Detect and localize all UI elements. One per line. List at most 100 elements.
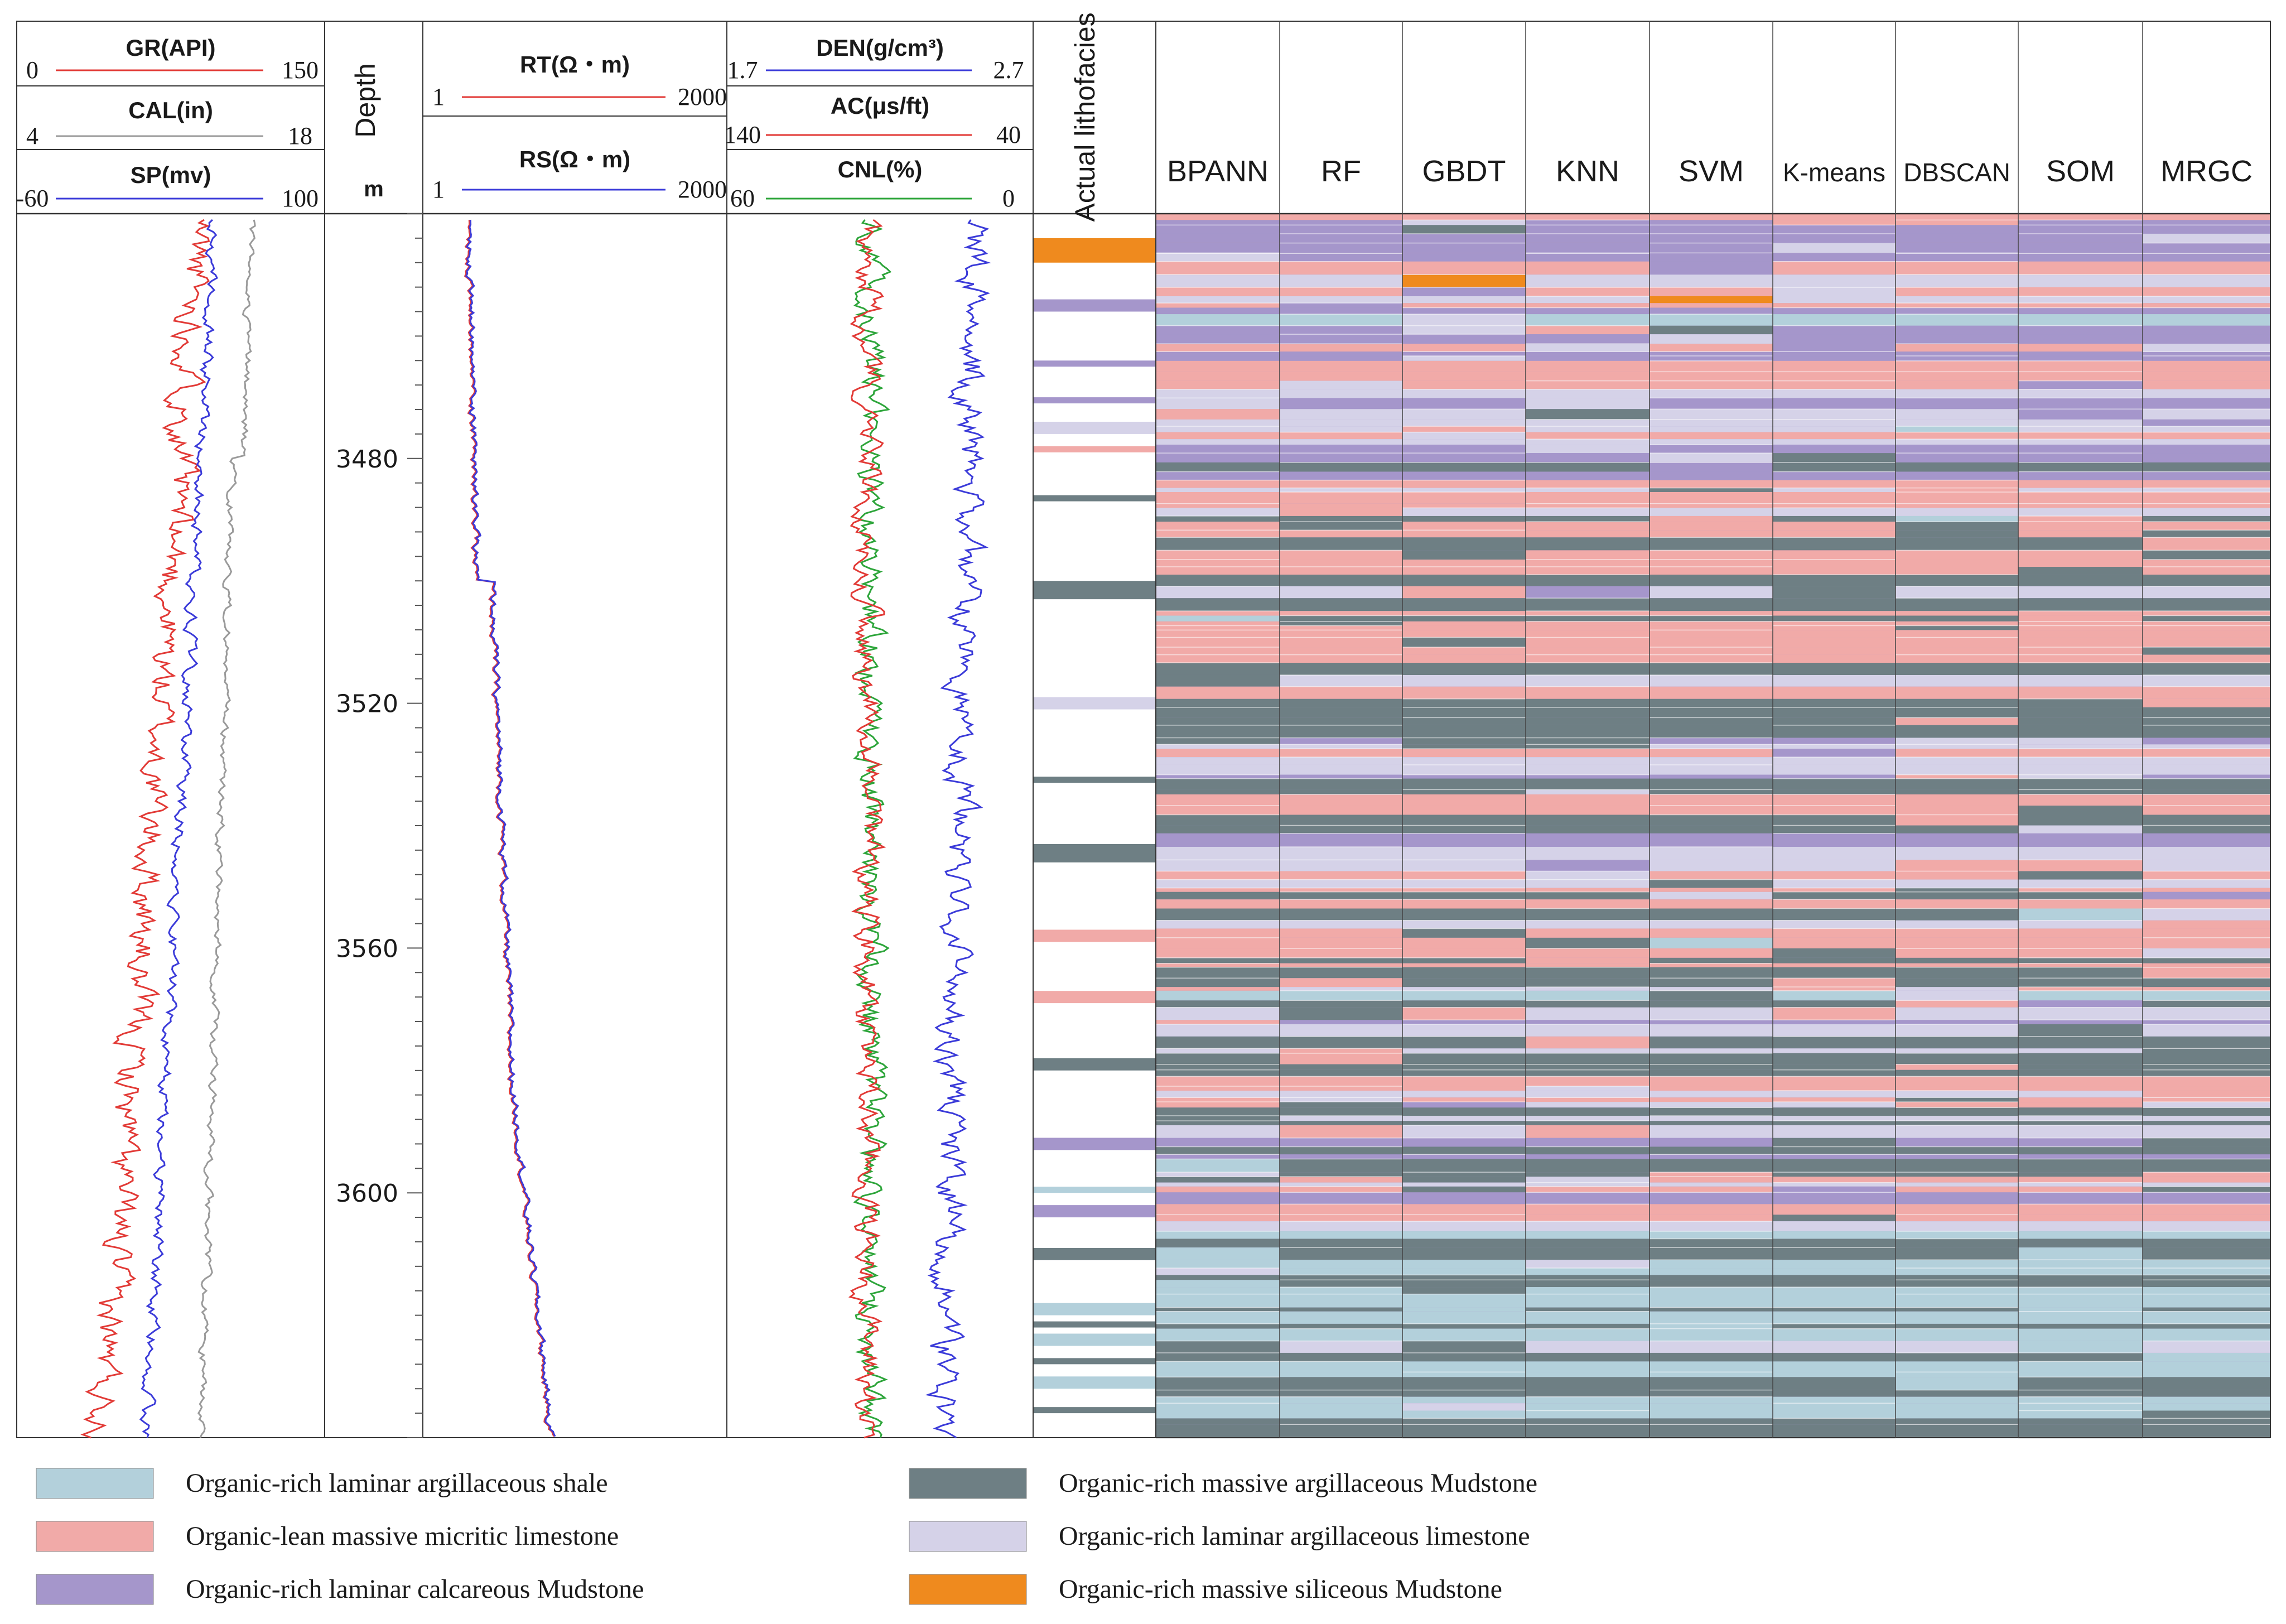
facies-band — [2143, 717, 2270, 725]
facies-band — [1650, 453, 1773, 462]
facies-band — [1280, 220, 1402, 225]
facies-band — [2143, 686, 2270, 699]
facies-band — [1773, 439, 1896, 445]
facies-band — [1526, 1154, 1650, 1159]
facies-band — [2018, 325, 2143, 335]
facies-band — [1650, 1221, 1773, 1232]
facies-band — [1402, 891, 1526, 900]
facies-band — [1402, 560, 1526, 567]
facies-band — [1896, 1192, 2018, 1204]
facies-band — [1280, 1260, 1402, 1269]
facies-band — [1896, 1053, 2018, 1064]
facies-band — [1650, 1275, 1773, 1280]
facies-band — [2143, 647, 2270, 655]
facies-band — [2018, 738, 2143, 745]
facies-band — [2143, 1090, 2270, 1098]
facies-band — [1526, 1280, 1650, 1288]
facies-band — [1526, 225, 1650, 234]
facies-band — [1650, 1247, 1773, 1260]
facies-band — [1896, 1182, 2018, 1187]
facies-band — [1156, 307, 1280, 315]
facies-band — [1156, 1275, 1280, 1280]
facies-band — [2018, 1311, 2143, 1324]
facies-band — [1402, 471, 1526, 480]
facies-band — [1280, 537, 1402, 551]
facies-band — [1650, 871, 1773, 880]
facies-band — [2018, 899, 2143, 909]
facies-band — [1650, 647, 1773, 655]
facies-band — [2143, 1146, 2270, 1155]
facies-band — [1526, 1048, 1650, 1053]
facies-band — [2018, 409, 2143, 420]
facies-band — [1773, 621, 1896, 626]
facies-band — [2143, 899, 2270, 909]
facies-band — [1526, 1231, 1650, 1239]
facies-band — [2018, 380, 2143, 389]
facies-band — [1650, 225, 1773, 234]
facies-band — [1650, 1268, 1773, 1275]
facies-band — [2143, 749, 2270, 758]
facies-band — [1156, 647, 1280, 655]
facies-band — [1280, 967, 1402, 979]
facies-band — [1402, 920, 1526, 929]
facies-band — [1650, 815, 1773, 826]
facies-band — [1156, 637, 1280, 648]
facies-band — [1280, 1231, 1402, 1239]
facies-band — [2018, 625, 2143, 630]
facies-band — [1773, 625, 1896, 630]
facies-band — [1896, 928, 2018, 938]
facies-band — [2018, 774, 2143, 779]
facies-band — [1896, 698, 2018, 707]
facies-band — [1896, 967, 2018, 979]
facies-band — [2018, 1064, 2143, 1070]
facies-band — [1650, 625, 1773, 630]
facies-band — [1896, 356, 2018, 361]
facies-band — [1896, 1396, 2018, 1404]
facies-band — [1526, 978, 1650, 987]
facies-band — [1156, 1231, 1280, 1239]
facies-band — [2018, 1076, 2143, 1087]
facies-band — [1280, 303, 1402, 308]
depth-tick-label: 3480 — [336, 445, 398, 474]
facies-band — [2143, 630, 2270, 638]
facies-band — [1650, 1192, 1773, 1204]
facies-band — [2018, 978, 2143, 987]
facies-band — [1402, 314, 1526, 326]
facies-band — [1526, 686, 1650, 699]
facies-band — [1526, 307, 1650, 315]
facies-band — [1402, 825, 1526, 833]
facies-band — [1896, 1280, 2018, 1288]
facies-band — [2018, 356, 2143, 361]
facies-band — [1280, 1275, 1402, 1280]
facies-band — [2143, 214, 2270, 220]
facies-band — [1156, 1064, 1280, 1070]
facies-band — [1526, 1215, 1650, 1222]
depth-unit: m — [364, 177, 384, 201]
facies-band — [1526, 233, 1650, 243]
facies-band — [1896, 274, 2018, 287]
log-curve — [852, 219, 892, 1438]
facies-band — [1280, 389, 1402, 398]
actual-facies-band — [1033, 929, 1156, 942]
facies-band — [1526, 1372, 1650, 1377]
facies-band — [1280, 1154, 1402, 1159]
facies-band — [1280, 1086, 1402, 1091]
curve-max: 18 — [288, 122, 312, 150]
facies-band — [1280, 560, 1402, 567]
facies-band — [1402, 1280, 1526, 1288]
facies-band — [2018, 647, 2143, 655]
facies-band — [1280, 1390, 1402, 1397]
facies-band — [1280, 908, 1402, 921]
facies-band — [1896, 1268, 2018, 1275]
facies-band — [1896, 1231, 2018, 1239]
facies-band — [1650, 1215, 1773, 1222]
facies-band — [1402, 1311, 1526, 1324]
facies-band — [1773, 1294, 1896, 1308]
facies-band — [1526, 920, 1650, 929]
facies-band — [1773, 1239, 1896, 1248]
facies-band — [1896, 611, 2018, 616]
facies-band — [1896, 462, 2018, 472]
facies-band — [1156, 566, 1280, 575]
facies-band — [1280, 398, 1402, 409]
facies-band — [1156, 899, 1280, 909]
